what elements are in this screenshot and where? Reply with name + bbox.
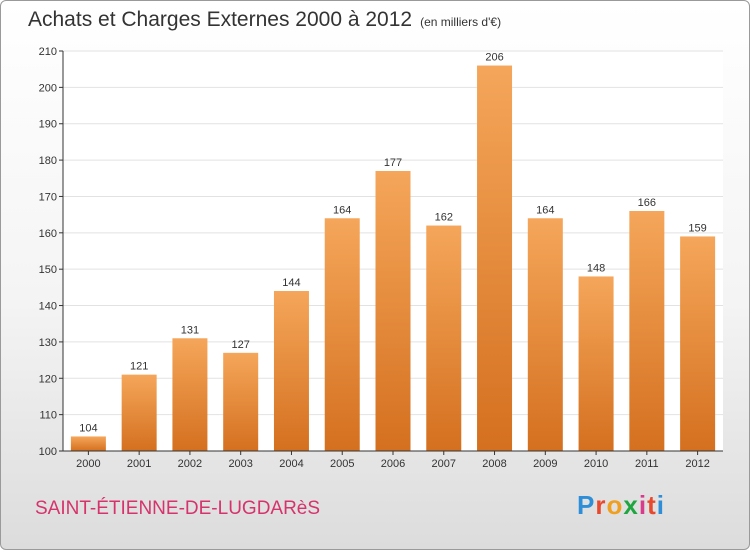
data-label-2008: 206	[485, 52, 503, 64]
x-tick-label: 2008	[482, 458, 506, 470]
bar-2004	[273, 291, 309, 451]
bar-2009	[527, 218, 563, 451]
bar-2012	[680, 236, 716, 451]
y-tick-label: 100	[39, 446, 57, 458]
x-tick-label: 2000	[76, 458, 100, 470]
logo-letter: o	[606, 490, 624, 520]
x-tick-label: 2012	[685, 458, 709, 470]
bar-2005	[324, 218, 360, 451]
bar-2008	[477, 65, 513, 451]
data-label-2012: 159	[688, 222, 706, 234]
title-text: Achats et Charges Externes 2000 à 2012	[28, 8, 413, 31]
x-tick-label: 2001	[127, 458, 151, 470]
data-label-2011: 166	[638, 197, 656, 209]
y-tick-label: 180	[39, 155, 57, 167]
data-label-2004: 144	[282, 277, 300, 289]
logo-letter: x	[623, 490, 639, 520]
place-name: SAINT-ÉTIENNE-DE-LUGDARèS	[35, 498, 321, 519]
x-tick-label: 2010	[584, 458, 608, 470]
x-tick-label: 2005	[330, 458, 354, 470]
y-tick-label: 160	[39, 228, 57, 240]
data-label-2001: 121	[130, 361, 148, 373]
data-label-2003: 127	[232, 339, 250, 351]
y-tick-label: 200	[39, 82, 57, 94]
y-tick-label: 110	[39, 410, 57, 422]
bar-2002	[172, 338, 208, 451]
x-tick-label: 2003	[228, 458, 252, 470]
data-label-2007: 162	[435, 212, 453, 224]
logo-letter: i	[656, 490, 665, 520]
logo-letter: r	[595, 490, 607, 520]
y-axis: 100 110 120 130 140 150 160 170 180 190 200 210	[39, 46, 64, 458]
y-tick-label: 150	[39, 264, 57, 276]
data-label-2010: 148	[587, 262, 605, 274]
bar-2000	[70, 436, 106, 451]
bar-2010	[578, 276, 614, 451]
data-label-2002: 131	[181, 324, 199, 336]
bar-2001	[121, 374, 157, 451]
x-axis: 2000 2001 2002 2003 2004 2005 2006 2007 2008 2009…	[63, 450, 723, 470]
data-label-2006: 177	[384, 157, 402, 169]
data-labels: 104 121 131 127 144 164 177 162 206 164 148 166 159	[79, 52, 707, 435]
data-label-2005: 164	[333, 204, 351, 216]
y-tick-label: 120	[39, 373, 57, 385]
x-tick-label: 2004	[279, 458, 303, 470]
data-label-2009: 164	[536, 204, 554, 216]
y-tick-label: 170	[39, 191, 57, 203]
bar-2003	[223, 352, 259, 451]
x-tick-label: 2009	[533, 458, 557, 470]
unit-note: (en milliers d'€)	[420, 15, 502, 29]
proxiti-logo: Proxiti	[577, 490, 665, 521]
y-tick-label: 130	[39, 337, 57, 349]
bar-2006	[375, 171, 411, 451]
chart-title: Achats et Charges Externes 2000 à 2012 (e…	[28, 8, 501, 32]
y-tick-label: 210	[39, 46, 57, 58]
bars	[70, 65, 716, 451]
data-label-2000: 104	[79, 422, 97, 434]
x-tick-label: 2011	[635, 458, 659, 470]
bar-2007	[426, 225, 462, 451]
x-tick-label: 2006	[381, 458, 405, 470]
x-tick-label: 2002	[178, 458, 202, 470]
logo-letter: i	[638, 490, 648, 520]
bar-2011	[629, 211, 665, 451]
logo-letter: P	[577, 490, 596, 520]
y-tick-label: 190	[39, 119, 57, 131]
logo-letter: t	[647, 490, 657, 520]
x-tick-label: 2007	[432, 458, 456, 470]
y-tick-label: 140	[39, 301, 57, 313]
